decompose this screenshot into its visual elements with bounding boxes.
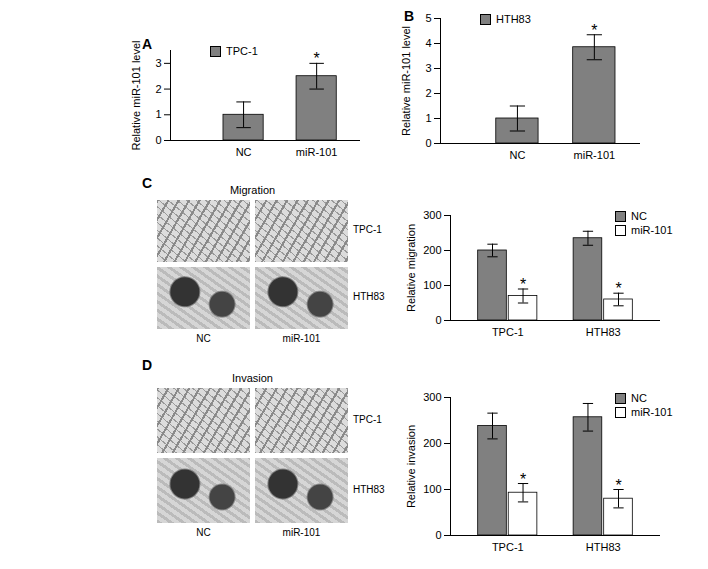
svg-text:miR-101: miR-101 [574, 149, 616, 161]
svg-text:*: * [615, 477, 621, 494]
svg-text:300: 300 [423, 391, 441, 403]
html-text:miR-101: miR-101 [282, 333, 321, 344]
svg-text:miR-101: miR-101 [296, 146, 338, 158]
html-text:HTH83: HTH83 [496, 13, 531, 25]
svg-text:*: * [520, 276, 526, 293]
svg-text:*: * [615, 280, 621, 297]
html-text:Migration: Migration [229, 184, 276, 196]
svg-text:5: 5 [425, 12, 431, 24]
svg-text:0: 0 [425, 137, 431, 149]
svg-text:HTH83: HTH83 [586, 326, 621, 338]
svg-text:TPC-1: TPC-1 [492, 326, 524, 338]
svg-text:1: 1 [155, 108, 161, 120]
svg-text:TPC-1: TPC-1 [492, 541, 524, 553]
svg-text:0: 0 [435, 529, 441, 541]
svg-text:Relative miR-101 level: Relative miR-101 level [400, 26, 412, 136]
html-text:NC: NC [631, 210, 647, 222]
svg-text:200: 200 [423, 437, 441, 449]
svg-text:*: * [314, 50, 320, 67]
svg-text:Relative invasion: Relative invasion [405, 425, 417, 508]
html-text:A: A [142, 36, 153, 52]
svg-text:1: 1 [425, 112, 431, 124]
html-text:NC: NC [196, 333, 211, 344]
html-text:TPC-1: TPC-1 [226, 45, 258, 57]
html-text:Invasion: Invasion [232, 372, 273, 384]
svg-text:Relative miR-101 level: Relative miR-101 level [130, 40, 142, 150]
svg-text:2: 2 [155, 83, 161, 95]
html-text:HTH83: HTH83 [353, 291, 385, 302]
html-text:HTH83: HTH83 [353, 483, 385, 495]
svg-text:4: 4 [425, 37, 431, 49]
svg-text:3: 3 [425, 62, 431, 74]
svg-text:2: 2 [425, 87, 431, 99]
svg-text:100: 100 [423, 279, 441, 291]
svg-text:100: 100 [423, 483, 441, 495]
svg-text:NC: NC [509, 149, 525, 161]
html-text:miR-101: miR-101 [631, 224, 673, 236]
html-text:NC: NC [631, 392, 647, 404]
html-text:NC: NC [196, 527, 211, 538]
svg-text:300: 300 [423, 209, 441, 221]
svg-text:0: 0 [435, 314, 441, 326]
html-text:miR-101: miR-101 [282, 527, 321, 538]
html-text:TPC-1: TPC-1 [353, 413, 382, 425]
svg-text:3: 3 [155, 57, 161, 69]
svg-text:*: * [591, 22, 597, 39]
html-text:D: D [142, 357, 153, 373]
svg-text:*: * [520, 471, 526, 488]
svg-text:HTH83: HTH83 [586, 541, 621, 553]
svg-text:Relative migration: Relative migration [405, 224, 417, 312]
svg-text:200: 200 [423, 244, 441, 256]
svg-text:0: 0 [155, 134, 161, 146]
html-text:miR-101: miR-101 [631, 406, 673, 418]
html-text:B: B [404, 8, 415, 24]
html-text:C: C [142, 175, 153, 191]
html-text:TPC-1: TPC-1 [353, 224, 382, 235]
svg-text:NC: NC [236, 146, 252, 158]
